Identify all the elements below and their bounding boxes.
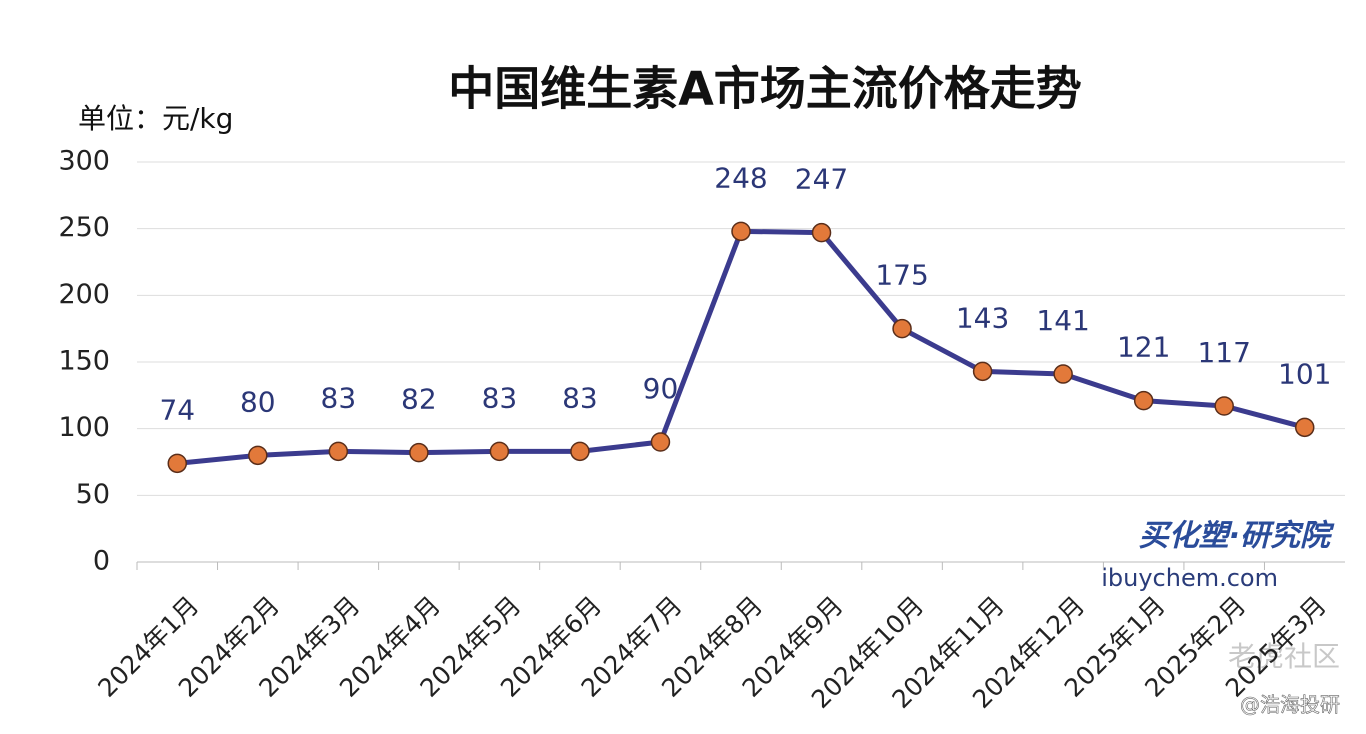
data-label: 117	[1197, 336, 1250, 369]
marker	[811, 222, 832, 243]
data-label: 83	[482, 381, 518, 414]
data-label: 80	[240, 385, 276, 418]
data-label: 82	[401, 383, 437, 416]
chart-title: 中国维生素A市场主流价格走势	[448, 62, 1082, 116]
marker	[167, 453, 188, 474]
marker	[489, 441, 510, 462]
overlay-site: 老虎社区	[1228, 640, 1340, 673]
y-tick-label: 50	[76, 479, 110, 510]
data-label: 121	[1117, 331, 1170, 364]
data-label: 83	[321, 381, 357, 414]
data-label: 90	[643, 372, 679, 405]
marker	[248, 445, 268, 466]
data-label: 248	[714, 161, 767, 194]
marker	[409, 442, 429, 463]
marker	[328, 441, 349, 462]
marker	[650, 432, 671, 452]
y-tick-label: 250	[58, 212, 110, 243]
y-tick-label: 100	[58, 412, 110, 443]
y-tick-label: 150	[58, 346, 110, 377]
marker	[892, 318, 912, 339]
marker	[972, 361, 993, 382]
marker	[1214, 396, 1234, 416]
marker	[1133, 390, 1154, 411]
marker	[1294, 417, 1315, 438]
marker	[1053, 364, 1073, 384]
data-label: 143	[956, 301, 1009, 334]
logo-name: 买化塑·研究院	[1139, 519, 1335, 554]
data-label: 101	[1278, 357, 1331, 390]
y-tick-label: 300	[58, 146, 110, 177]
y-tick-label: 200	[58, 279, 110, 310]
logo-url: ibuychem.com	[1101, 564, 1278, 592]
data-label: 247	[795, 163, 848, 196]
overlay-author: @浩海投研	[1240, 693, 1340, 717]
data-label: 175	[875, 259, 928, 292]
marker	[731, 221, 751, 242]
data-label: 74	[159, 393, 195, 426]
data-label: 141	[1036, 304, 1089, 337]
marker	[570, 441, 590, 462]
y-tick-label: 0	[93, 546, 110, 577]
data-label: 83	[562, 381, 598, 414]
y-axis-unit: 单位：元/kg	[78, 102, 233, 135]
